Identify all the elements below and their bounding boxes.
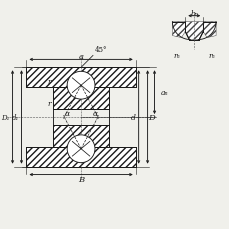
Text: D₁: D₁ [1,114,10,121]
Polygon shape [202,23,215,38]
Text: α: α [92,109,97,117]
Polygon shape [172,23,185,38]
Text: d₁: d₁ [12,114,19,121]
Text: 45°: 45° [95,46,107,54]
Text: aₙ: aₙ [160,89,167,97]
Text: α: α [64,109,69,117]
Text: rₙ: rₙ [172,52,179,60]
Polygon shape [26,147,135,167]
Text: a: a [78,53,83,61]
Polygon shape [53,125,108,147]
Polygon shape [26,68,53,88]
Polygon shape [108,68,135,88]
Text: r: r [47,78,51,86]
Text: bₙ: bₙ [189,10,197,18]
Polygon shape [53,88,108,109]
Polygon shape [26,68,135,88]
Circle shape [67,135,95,163]
Polygon shape [185,23,202,40]
Polygon shape [26,147,135,167]
Circle shape [67,72,95,100]
Text: rₙ: rₙ [208,52,215,60]
Polygon shape [53,125,108,147]
Polygon shape [53,109,108,125]
Text: B: B [78,175,84,183]
Text: D: D [147,114,154,121]
Polygon shape [108,147,135,167]
Text: r: r [47,100,51,108]
Polygon shape [26,68,135,88]
Polygon shape [26,147,53,167]
Polygon shape [53,88,108,109]
Text: d: d [130,114,135,121]
